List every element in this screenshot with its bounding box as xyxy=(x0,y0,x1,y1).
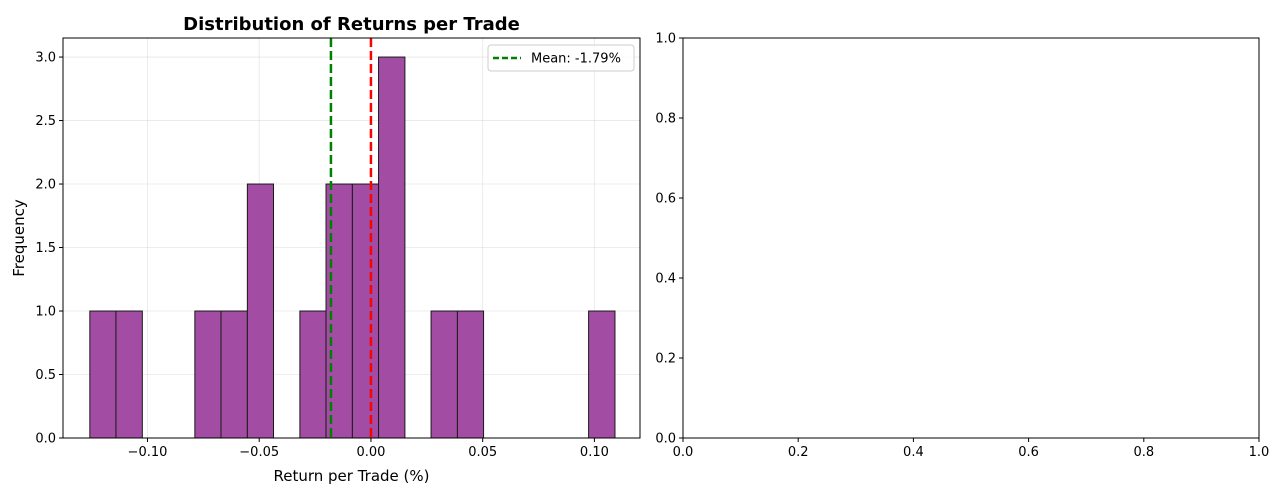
x-axis-label: Return per Trade (%) xyxy=(273,467,429,485)
y-tick-label: 0.4 xyxy=(655,272,676,287)
y-tick-label: 3.0 xyxy=(35,51,56,66)
histogram-bar xyxy=(246,183,275,439)
y-tick-label: 1.5 xyxy=(35,241,56,256)
x-tick-label: −0.10 xyxy=(128,445,168,460)
legend: Mean: -1.79% xyxy=(487,44,635,72)
y-tick-label: 1.0 xyxy=(35,305,56,320)
x-axis-ticks: 0.0 0.2 0.4 0.6 0.8 1.0 xyxy=(673,438,1270,460)
histogram-bar xyxy=(220,310,248,439)
histogram-bar xyxy=(588,310,616,439)
y-tick-label: 0.8 xyxy=(655,112,676,127)
x-tick-label: 0.05 xyxy=(468,445,497,460)
reference-lines xyxy=(329,38,373,438)
chart-title: Distribution of Returns per Trade xyxy=(183,14,520,35)
x-tick-label: 0.10 xyxy=(580,445,609,460)
x-tick-label: 1.0 xyxy=(1249,445,1270,460)
histogram-bar xyxy=(378,56,406,439)
y-tick-label: 2.5 xyxy=(35,114,56,129)
x-tick-label: 0.2 xyxy=(788,445,809,460)
y-tick-label: 0.0 xyxy=(35,432,56,447)
empty-axes: 0.0 0.2 0.4 0.6 0.8 1.0 0.0 0.2 0.4 0.6 0.8 1.0 xyxy=(655,32,1269,461)
legend-box xyxy=(487,44,635,72)
histogram-bar xyxy=(456,310,485,439)
y-tick-label: 0.5 xyxy=(35,368,56,383)
histogram-bar xyxy=(115,310,143,439)
histogram-axes: −0.10 −0.05 0.00 0.05 0.10 0.0 0.5 1.0 1.5 2.0 2.… xyxy=(10,14,641,485)
x-tick-label: −0.05 xyxy=(239,445,279,460)
y-tick-label: 0.6 xyxy=(655,192,676,207)
plot-frame xyxy=(682,37,1260,439)
x-tick-label: 0.4 xyxy=(903,445,924,460)
y-axis-ticks: 0.0 0.5 1.0 1.5 2.0 2.5 3.0 xyxy=(35,51,63,447)
x-tick-label: 0.8 xyxy=(1133,445,1154,460)
histogram-bar xyxy=(89,310,117,439)
x-axis-ticks: −0.10 −0.05 0.00 0.05 0.10 xyxy=(128,438,609,460)
histogram-bar xyxy=(351,183,380,439)
plot-frame xyxy=(62,37,641,439)
x-tick-label: 0.6 xyxy=(1018,445,1039,460)
x-tick-label: 0.0 xyxy=(673,445,694,460)
y-axis-label: Frequency xyxy=(10,199,28,277)
y-tick-label: 2.0 xyxy=(35,178,56,193)
histogram-bar xyxy=(194,310,222,439)
y-tick-label: 0.0 xyxy=(655,432,676,447)
legend-entry-mean: Mean: -1.79% xyxy=(531,52,621,67)
x-tick-label: 0.00 xyxy=(356,445,385,460)
y-tick-label: 1.0 xyxy=(655,32,676,47)
y-tick-label: 0.2 xyxy=(655,352,676,367)
histogram-bar xyxy=(299,310,327,439)
histogram-bar xyxy=(430,310,458,439)
y-axis-ticks: 0.0 0.2 0.4 0.6 0.8 1.0 xyxy=(655,32,683,447)
